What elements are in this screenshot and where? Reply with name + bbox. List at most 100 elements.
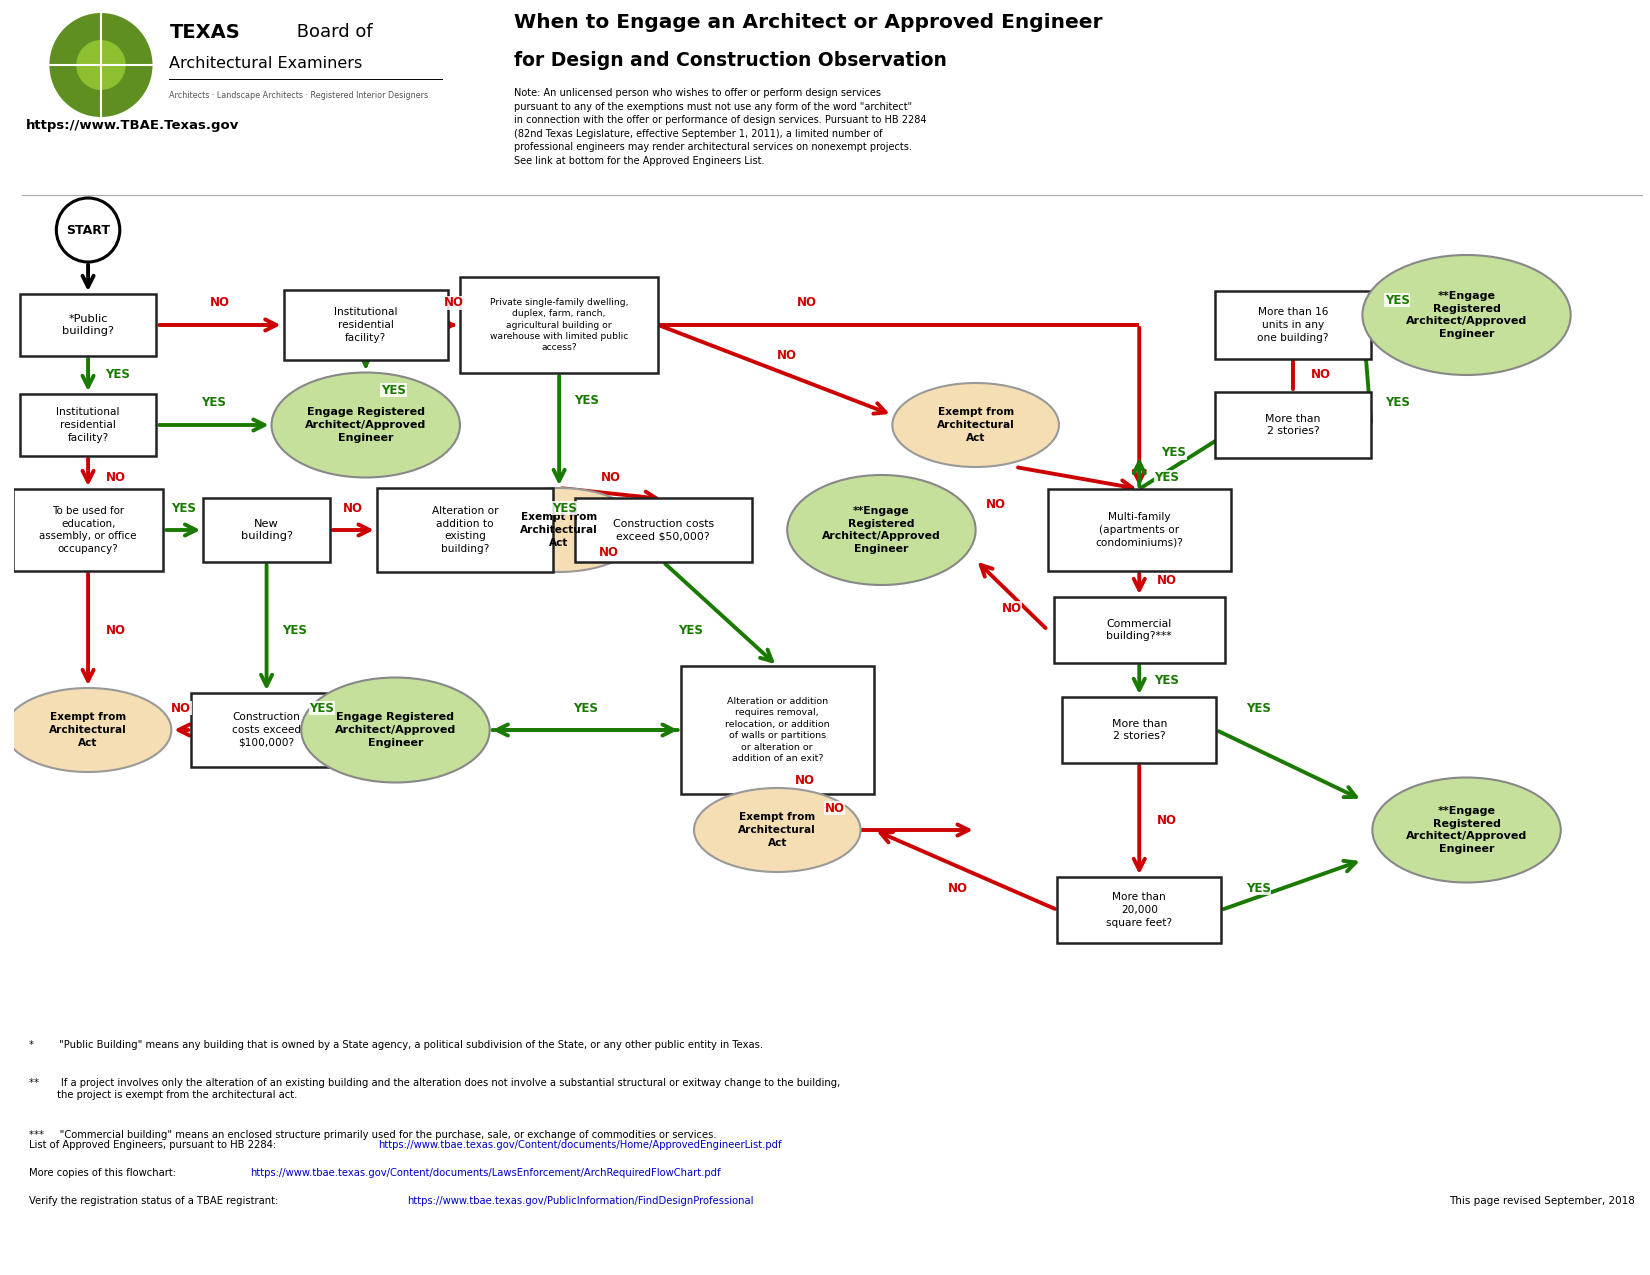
- Text: NO: NO: [1157, 813, 1176, 826]
- Text: Exempt from
Architectural
Act: Exempt from Architectural Act: [520, 513, 597, 548]
- Text: List of Approved Engineers, pursuant to HB 2284:: List of Approved Engineers, pursuant to …: [28, 1140, 279, 1150]
- Text: Private single-family dwelling,
duplex, farm, ranch,
agricultural building or
wa: Private single-family dwelling, duplex, …: [490, 297, 629, 352]
- Text: NO: NO: [797, 297, 817, 310]
- FancyBboxPatch shape: [1214, 391, 1371, 458]
- Text: Board of: Board of: [292, 23, 373, 41]
- Text: More than
20,000
square feet?: More than 20,000 square feet?: [1106, 892, 1173, 928]
- FancyBboxPatch shape: [1048, 490, 1231, 571]
- Text: Alteration or
addition to
existing
building?: Alteration or addition to existing build…: [432, 506, 498, 555]
- Circle shape: [56, 198, 120, 261]
- Text: More copies of this flowchart:: More copies of this flowchart:: [28, 1168, 178, 1178]
- Text: Architects · Landscape Architects · Registered Interior Designers: Architects · Landscape Architects · Regi…: [170, 91, 429, 99]
- Text: https://www.tbae.texas.gov/Content/documents/LawsEnforcement/ArchRequiredFlowCha: https://www.tbae.texas.gov/Content/docum…: [249, 1168, 721, 1178]
- Ellipse shape: [5, 688, 172, 771]
- Text: *Public
building?: *Public building?: [63, 314, 114, 337]
- Text: Verify the registration status of a TBAE registrant:: Verify the registration status of a TBAE…: [28, 1196, 281, 1206]
- Ellipse shape: [787, 476, 975, 585]
- FancyBboxPatch shape: [460, 277, 658, 374]
- Text: TEXAS: TEXAS: [170, 23, 241, 42]
- Text: START: START: [66, 223, 111, 236]
- Text: More than 16
units in any
one building?: More than 16 units in any one building?: [1257, 307, 1328, 343]
- FancyBboxPatch shape: [1214, 291, 1371, 360]
- Text: YES: YES: [1246, 881, 1270, 895]
- Text: NO: NO: [343, 501, 363, 515]
- Ellipse shape: [893, 382, 1059, 467]
- Text: NO: NO: [1310, 368, 1332, 381]
- FancyBboxPatch shape: [203, 499, 330, 562]
- Text: Exempt from
Architectural
Act: Exempt from Architectural Act: [50, 713, 127, 748]
- Ellipse shape: [1363, 255, 1571, 375]
- Text: YES: YES: [1246, 701, 1270, 714]
- Text: NO: NO: [795, 774, 815, 787]
- FancyBboxPatch shape: [1063, 697, 1216, 762]
- FancyBboxPatch shape: [376, 488, 553, 572]
- Text: NO: NO: [210, 297, 229, 310]
- Text: NO: NO: [985, 499, 1005, 511]
- Text: NO: NO: [601, 472, 620, 484]
- Text: **Engage
Registered
Architect/Approved
Engineer: **Engage Registered Architect/Approved E…: [1406, 291, 1528, 339]
- Text: YES: YES: [172, 501, 196, 515]
- FancyBboxPatch shape: [680, 666, 874, 794]
- Text: YES: YES: [551, 501, 576, 515]
- FancyBboxPatch shape: [20, 394, 157, 456]
- Text: YES: YES: [1162, 446, 1186, 459]
- Text: When to Engage an Architect or Approved Engineer: When to Engage an Architect or Approved …: [515, 14, 1102, 32]
- Text: To be used for
education,
assembly, or office
occupancy?: To be used for education, assembly, or o…: [40, 506, 137, 555]
- Text: NO: NO: [599, 546, 619, 558]
- Text: NO: NO: [825, 802, 845, 815]
- Text: NO: NO: [777, 348, 797, 362]
- Text: More than
2 stories?: More than 2 stories?: [1112, 719, 1167, 741]
- Text: YES: YES: [282, 623, 307, 636]
- FancyBboxPatch shape: [191, 694, 342, 768]
- Text: YES: YES: [309, 701, 333, 714]
- Text: Construction
costs exceed
$100,000?: Construction costs exceed $100,000?: [233, 713, 302, 748]
- Text: Exempt from
Architectural
Act: Exempt from Architectural Act: [937, 407, 1015, 442]
- Text: YES: YES: [1155, 673, 1180, 686]
- Text: This page revised September, 2018: This page revised September, 2018: [1449, 1196, 1635, 1206]
- Text: YES: YES: [678, 623, 703, 636]
- Ellipse shape: [1373, 778, 1561, 882]
- FancyBboxPatch shape: [574, 499, 751, 562]
- Text: NO: NO: [444, 297, 464, 310]
- Text: Architectural Examiners: Architectural Examiners: [170, 56, 363, 70]
- Text: Exempt from
Architectural
Act: Exempt from Architectural Act: [739, 812, 817, 848]
- Text: Note: An unlicensed person who wishes to offer or perform design services
pursua: Note: An unlicensed person who wishes to…: [515, 88, 927, 166]
- Text: *        "Public Building" means any building that is owned by a State agency, a: * "Public Building" means any building t…: [28, 1040, 762, 1051]
- Text: YES: YES: [574, 394, 599, 407]
- Text: YES: YES: [1155, 470, 1180, 484]
- Text: Alteration or addition
requires removal,
relocation, or addition
of walls or par: Alteration or addition requires removal,…: [724, 697, 830, 764]
- Text: More than
2 stories?: More than 2 stories?: [1266, 413, 1320, 436]
- FancyBboxPatch shape: [20, 295, 157, 356]
- Text: for Design and Construction Observation: for Design and Construction Observation: [515, 51, 947, 70]
- Text: YES: YES: [201, 397, 226, 409]
- Text: Institutional
residential
facility?: Institutional residential facility?: [56, 407, 120, 442]
- Text: Institutional
residential
facility?: Institutional residential facility?: [333, 307, 398, 343]
- Text: NO: NO: [1157, 574, 1176, 586]
- Text: NO: NO: [172, 701, 191, 714]
- Text: **Engage
Registered
Architect/Approved
Engineer: **Engage Registered Architect/Approved E…: [822, 506, 940, 555]
- Circle shape: [76, 40, 125, 91]
- FancyBboxPatch shape: [284, 289, 447, 360]
- Ellipse shape: [302, 677, 490, 783]
- Text: Construction costs
exceed $50,000?: Construction costs exceed $50,000?: [612, 519, 714, 542]
- Text: Commercial
building?***: Commercial building?***: [1107, 618, 1172, 641]
- Text: YES: YES: [106, 368, 130, 381]
- Ellipse shape: [475, 488, 642, 572]
- Text: ***     "Commercial building" means an enclosed structure primarily used for the: *** "Commercial building" means an enclo…: [28, 1130, 716, 1140]
- Text: https://www.tbae.texas.gov/Content/documents/Home/ApprovedEngineerList.pdf: https://www.tbae.texas.gov/Content/docum…: [378, 1140, 782, 1150]
- FancyBboxPatch shape: [1054, 597, 1224, 663]
- Text: https://www.tbae.texas.gov/PublicInformation/FindDesignProfessional: https://www.tbae.texas.gov/PublicInforma…: [408, 1196, 754, 1206]
- Text: YES: YES: [573, 701, 597, 714]
- Text: YES: YES: [1384, 397, 1409, 409]
- Text: YES: YES: [1384, 293, 1409, 306]
- Text: NO: NO: [106, 470, 125, 484]
- FancyBboxPatch shape: [1058, 877, 1221, 944]
- Text: Multi-family
(apartments or
condominiums)?: Multi-family (apartments or condominiums…: [1096, 513, 1183, 548]
- Text: **Engage
Registered
Architect/Approved
Engineer: **Engage Registered Architect/Approved E…: [1406, 806, 1528, 854]
- Text: YES: YES: [381, 384, 406, 397]
- Circle shape: [50, 13, 152, 117]
- Text: https://www.TBAE.Texas.gov: https://www.TBAE.Texas.gov: [26, 119, 239, 131]
- Text: NO: NO: [1002, 602, 1021, 615]
- Text: NO: NO: [949, 881, 969, 895]
- FancyBboxPatch shape: [13, 490, 163, 571]
